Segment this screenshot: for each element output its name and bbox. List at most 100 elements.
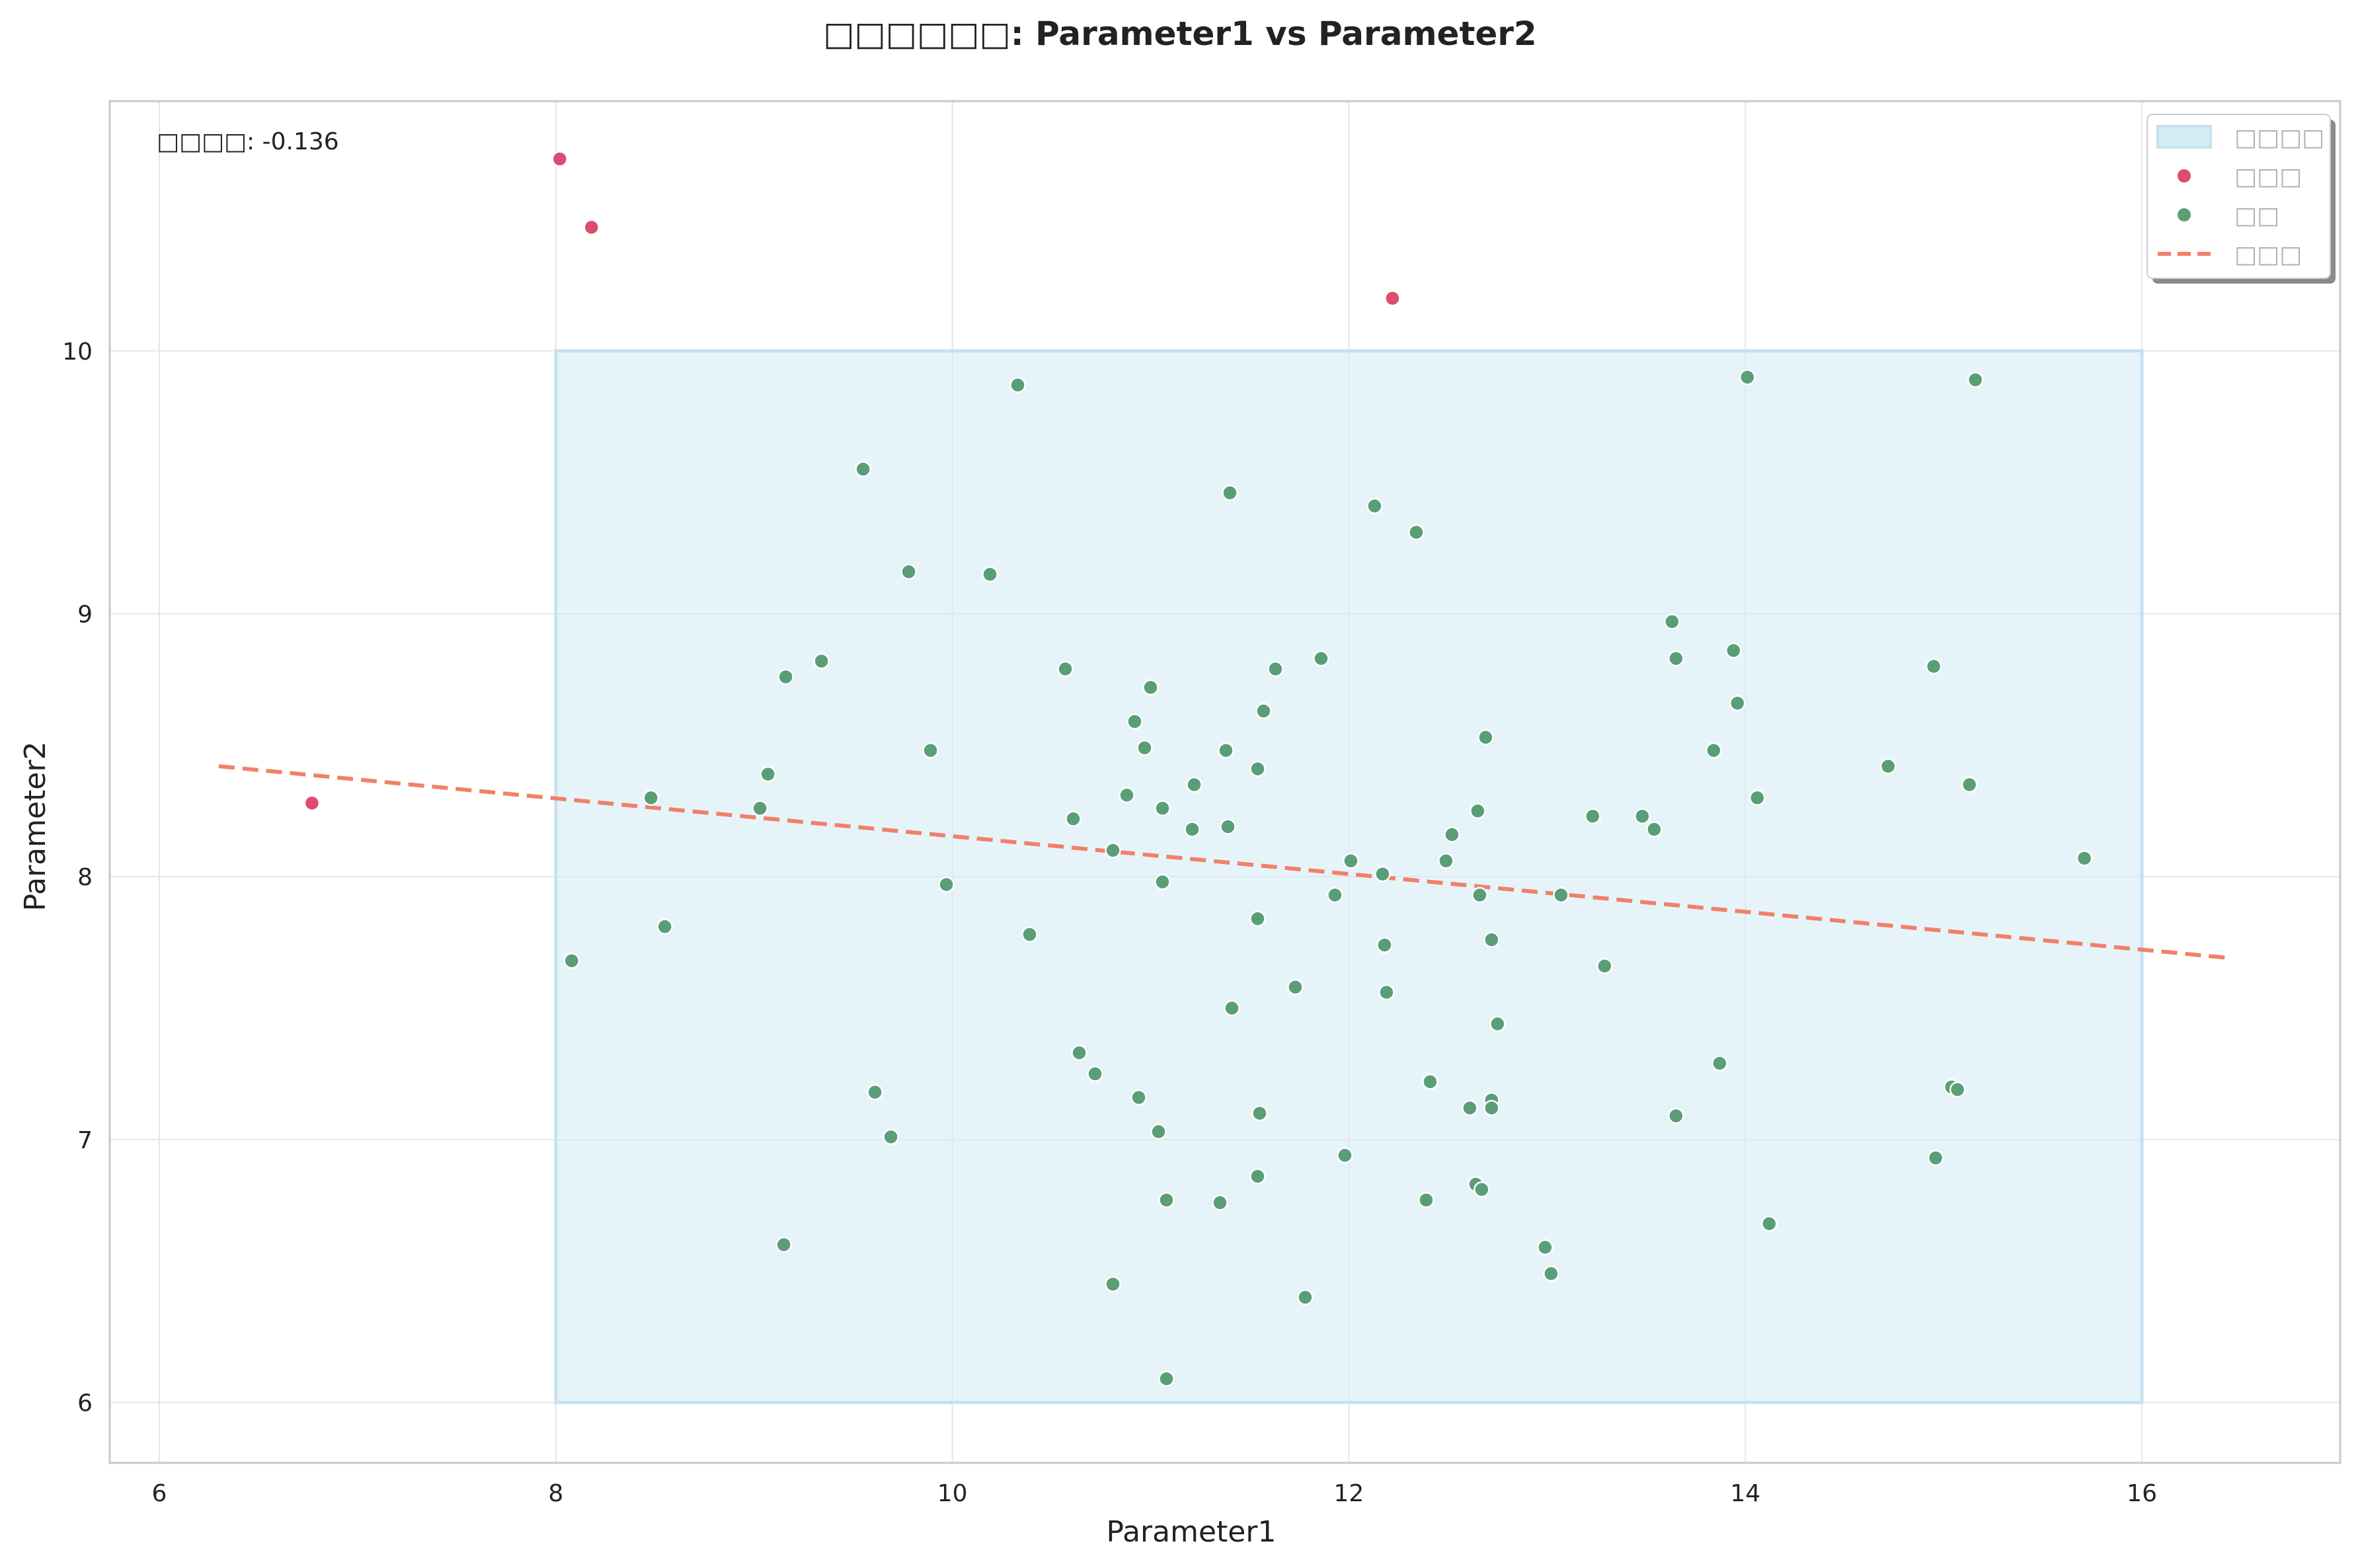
normal-point (1925, 658, 1942, 675)
normal-point (1553, 886, 1569, 904)
normal-point (1366, 498, 1383, 514)
normal-point (1483, 1099, 1500, 1117)
normal-point (1668, 1107, 1684, 1124)
normal-point (1474, 1181, 1490, 1198)
normal-point (775, 1236, 792, 1253)
normal-point (1186, 776, 1202, 793)
normal-point (1967, 372, 1984, 388)
region-band (554, 349, 2144, 1405)
normal-point (813, 652, 830, 670)
normal-point (1327, 886, 1343, 904)
normal-point (1009, 377, 1026, 393)
axes-frame (108, 100, 2341, 1464)
normal-point (1142, 679, 1159, 696)
normal-point (1297, 1289, 1314, 1306)
normal-point (1483, 931, 1500, 948)
normal-point (982, 566, 998, 583)
legend-normal-marker (2178, 208, 2191, 221)
normal-point (1761, 1215, 1778, 1232)
x-axis-ticks: 6 8 10 12 14 16 (152, 1480, 2157, 1507)
y-tick-label: 7 (77, 1127, 93, 1154)
normal-point (1729, 695, 1746, 711)
normal-point (1378, 984, 1395, 1001)
legend-outlier-marker (2178, 169, 2191, 182)
normal-point (2076, 850, 2093, 867)
normal-point (1477, 729, 1494, 746)
legend-label: □□ (2234, 202, 2279, 229)
y-axis-label: Parameter2 (19, 742, 52, 912)
normal-point (1749, 789, 1766, 806)
normal-point (900, 563, 917, 580)
normal-point (1418, 1192, 1435, 1208)
y-tick-label: 9 (77, 601, 93, 628)
chart-title: □□□□□□: Parameter1 vs Parameter2 (823, 15, 1536, 53)
normal-point (1071, 1044, 1087, 1061)
normal-point (1249, 760, 1266, 777)
outlier-point (551, 151, 569, 167)
normal-point (1105, 1276, 1121, 1292)
normal-point (1158, 1370, 1175, 1387)
normal-point (1126, 713, 1143, 730)
normal-point (1154, 800, 1171, 817)
normal-point (1472, 886, 1488, 904)
normal-point (1879, 758, 1897, 775)
normal-point (883, 1128, 899, 1146)
x-tick-label: 12 (1334, 1480, 1364, 1507)
normal-point (1337, 1147, 1353, 1163)
normal-point (1158, 1192, 1175, 1208)
normal-point (1961, 776, 1978, 793)
normal-point (1374, 865, 1391, 882)
normal-point (752, 800, 768, 817)
y-tick-label: 10 (62, 338, 93, 366)
normal-point (1224, 1000, 1240, 1017)
normal-point (1543, 1265, 1559, 1282)
normal-point (1408, 524, 1425, 541)
normal-point (1184, 821, 1200, 838)
normal-point (1462, 1099, 1478, 1117)
legend-box (2146, 114, 2331, 279)
normal-point (1668, 650, 1684, 667)
normal-point (1212, 1195, 1228, 1211)
normal-point (1251, 1105, 1268, 1122)
normal-point (1444, 826, 1460, 843)
trend-line-group (218, 764, 2232, 960)
normal-point (1119, 787, 1135, 804)
legend-label: □□□ (2234, 163, 2302, 190)
y-axis-ticks: 6 7 8 9 10 (62, 338, 93, 1417)
normal-point (1087, 1066, 1103, 1082)
outlier-point (583, 219, 600, 236)
x-tick-label: 10 (937, 1480, 968, 1507)
y-tick-label: 8 (77, 864, 93, 891)
normal-point (1470, 803, 1486, 819)
normal-point (1220, 818, 1236, 835)
x-tick-label: 8 (548, 1480, 563, 1507)
normal-point (1706, 742, 1722, 759)
normal-point (1130, 1089, 1147, 1106)
normal-point (1438, 853, 1454, 869)
outlier-point (1384, 290, 1401, 307)
x-tick-label: 14 (1730, 1480, 1760, 1507)
normal-point (855, 461, 871, 478)
normal-point (1711, 1055, 1728, 1072)
normal-point (1585, 808, 1601, 824)
legend-label: □□□□ (2234, 124, 2324, 151)
trend-line (218, 764, 2232, 960)
normal-range-region (554, 349, 2144, 1405)
axes-border (108, 100, 2341, 1464)
normal-point (1725, 642, 1742, 659)
normal-point (1057, 660, 1074, 678)
normal-point (777, 668, 794, 686)
legend-label: □□□ (2234, 241, 2302, 268)
normal-point (1949, 1081, 1966, 1098)
normal-point (1596, 958, 1613, 974)
correlation-annotation: □□□□: -0.136 (157, 128, 339, 155)
normal-point (1222, 485, 1238, 501)
normal-point (643, 789, 660, 806)
normal-point (760, 765, 776, 783)
normal-point (1422, 1074, 1438, 1090)
normal-point (1154, 873, 1171, 890)
normal-point (922, 742, 939, 759)
normal-point (1739, 369, 1756, 385)
normal-point (1646, 821, 1663, 838)
